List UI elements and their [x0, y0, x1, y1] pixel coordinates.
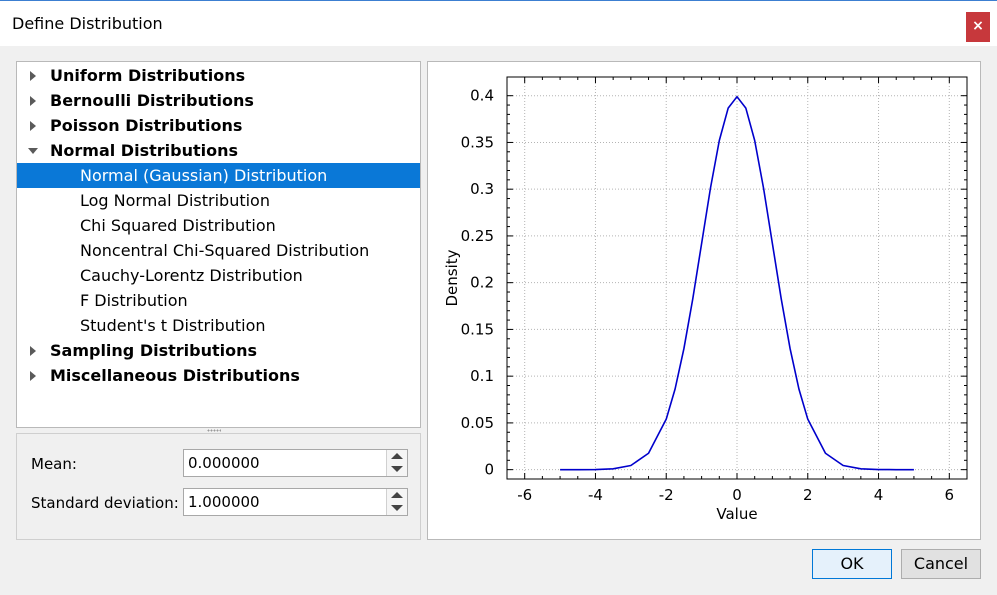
tree-item-label: Chi Squared Distribution [80, 216, 276, 235]
tree-item-label: Normal (Gaussian) Distribution [80, 166, 328, 185]
x-tick-label: -6 [517, 486, 532, 504]
x-tick-label: -4 [588, 486, 603, 504]
tree-category[interactable]: Sampling Distributions [17, 338, 420, 363]
stddev-spinbox[interactable] [183, 488, 408, 516]
tree-item-label: Bernoulli Distributions [50, 91, 254, 110]
tree-item[interactable]: Student's t Distribution [17, 313, 420, 338]
x-tick-label: 6 [945, 486, 955, 504]
collapsed-arrow-icon[interactable] [27, 113, 39, 138]
tree-item[interactable]: F Distribution [17, 288, 420, 313]
y-tick-label: 0.4 [470, 87, 494, 105]
parameters-panel: Mean: Standard deviation: [16, 433, 421, 540]
close-button[interactable]: × [966, 12, 990, 42]
tree-item[interactable]: Log Normal Distribution [17, 188, 420, 213]
x-tick-label: 4 [874, 486, 884, 504]
window-title: Define Distribution [12, 14, 163, 33]
collapsed-arrow-icon[interactable] [27, 63, 39, 88]
mean-label: Mean: [31, 455, 77, 473]
title-bar: Define Distribution × [0, 0, 997, 46]
ok-button[interactable]: OK [812, 549, 892, 579]
tree-item-label: Student's t Distribution [80, 316, 266, 335]
stddev-input[interactable] [188, 492, 378, 512]
tree-item[interactable]: Cauchy-Lorentz Distribution [17, 263, 420, 288]
distribution-tree[interactable]: Uniform Distributions Bernoulli Distribut… [16, 61, 421, 428]
x-axis-label: Value [716, 505, 757, 523]
y-tick-label: 0.35 [461, 133, 494, 151]
cancel-button[interactable]: Cancel [901, 549, 981, 579]
tree-item-label: Poisson Distributions [50, 116, 243, 135]
mean-spinbox[interactable] [183, 449, 408, 477]
stddev-label: Standard deviation: [31, 494, 179, 512]
tree-item-label: F Distribution [80, 291, 188, 310]
y-tick-label: 0.3 [470, 180, 494, 198]
y-tick-label: 0.25 [461, 227, 494, 245]
tree-item[interactable]: Noncentral Chi-Squared Distribution [17, 238, 420, 263]
tree-category[interactable]: Uniform Distributions [17, 63, 420, 88]
tree-item-label: Cauchy-Lorentz Distribution [80, 266, 303, 285]
plot-panel: -6 -4 -2 0 2 4 6 0 0.05 0.1 0.15 0.2 0.25 0.3 0.35 0.4 V… [427, 61, 981, 540]
x-tick-label: -2 [659, 486, 674, 504]
tree-category[interactable]: Miscellaneous Distributions [17, 363, 420, 388]
y-tick-label: 0.05 [461, 414, 494, 432]
splitter-handle[interactable] [207, 429, 221, 432]
y-axis-label: Density [443, 249, 461, 306]
tree-item[interactable]: Normal (Gaussian) Distribution [17, 163, 420, 188]
mean-input[interactable] [188, 453, 378, 473]
collapsed-arrow-icon[interactable] [27, 338, 39, 363]
series-line [560, 95, 914, 471]
tree-item-label: Miscellaneous Distributions [50, 366, 300, 385]
x-tick-label: 2 [803, 486, 813, 504]
tree-item-label: Noncentral Chi-Squared Distribution [80, 241, 370, 260]
tree-item-label: Uniform Distributions [50, 66, 246, 85]
collapsed-arrow-icon[interactable] [27, 88, 39, 113]
tree-category[interactable]: Poisson Distributions [17, 113, 420, 138]
stddev-increment-icon[interactable] [387, 489, 407, 502]
mean-increment-icon[interactable] [387, 450, 407, 463]
y-tick-label: 0.1 [470, 367, 494, 385]
x-tick-label: 0 [732, 486, 742, 504]
close-icon: × [972, 18, 984, 34]
density-chart: -6 -4 -2 0 2 4 6 0 0.05 0.1 0.15 0.2 0.25 0.3 0.35 0.4 V… [443, 76, 968, 523]
tree-category[interactable]: Bernoulli Distributions [17, 88, 420, 113]
mean-decrement-icon[interactable] [387, 463, 407, 476]
tree-item-label: Sampling Distributions [50, 341, 258, 360]
tree-item[interactable]: Chi Squared Distribution [17, 213, 420, 238]
y-tick-label: 0.15 [461, 320, 494, 338]
y-tick-label: 0 [484, 461, 494, 479]
tree-category[interactable]: Normal Distributions [17, 138, 420, 163]
y-tick-label: 0.2 [470, 274, 494, 292]
stddev-decrement-icon[interactable] [387, 502, 407, 515]
expanded-arrow-icon[interactable] [27, 138, 39, 163]
tree-item-label: Normal Distributions [50, 141, 238, 160]
collapsed-arrow-icon[interactable] [27, 363, 39, 388]
tree-item-label: Log Normal Distribution [80, 191, 270, 210]
